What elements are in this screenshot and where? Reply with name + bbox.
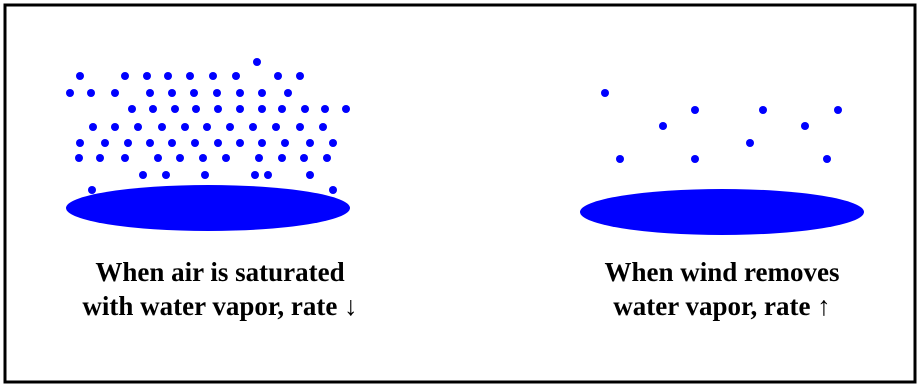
vapor-dot: [199, 154, 207, 162]
vapor-dot: [329, 186, 337, 194]
vapor-dot: [214, 139, 222, 147]
vapor-dot: [691, 106, 699, 114]
vapor-dot: [329, 139, 337, 147]
vapor-dot: [209, 72, 217, 80]
caption-line: with water vapor, rate ↓: [82, 291, 357, 321]
vapor-dot: [801, 122, 809, 130]
vapor-dot: [296, 123, 304, 131]
vapor-dot: [746, 139, 754, 147]
vapor-dot: [213, 89, 221, 97]
water-pool: [66, 185, 350, 231]
vapor-dot: [296, 72, 304, 80]
vapor-dot: [146, 89, 154, 97]
vapor-dot: [111, 89, 119, 97]
vapor-dot: [236, 89, 244, 97]
vapor-dot: [201, 171, 209, 179]
vapor-dot: [306, 171, 314, 179]
vapor-dot: [274, 72, 282, 80]
vapor-dot: [759, 106, 767, 114]
vapor-dot: [154, 154, 162, 162]
vapor-dot: [323, 154, 331, 162]
vapor-dot: [89, 123, 97, 131]
vapor-dot: [76, 139, 84, 147]
caption-line: When air is saturated: [95, 257, 344, 287]
vapor-dot: [143, 72, 151, 80]
vapor-dot: [121, 154, 129, 162]
vapor-dot: [236, 139, 244, 147]
vapor-dot: [834, 106, 842, 114]
vapor-dot: [128, 105, 136, 113]
vapor-dot: [278, 105, 286, 113]
vapor-dot: [162, 171, 170, 179]
vapor-dot: [139, 171, 147, 179]
diagram: When air is saturated with water vapor, …: [0, 0, 920, 387]
vapor-dot: [124, 139, 132, 147]
vapor-dot: [601, 89, 609, 97]
vapor-dot: [258, 105, 266, 113]
vapor-dot: [121, 72, 129, 80]
caption-line: When wind removes: [604, 257, 839, 287]
vapor-dot: [75, 154, 83, 162]
water-pool: [580, 189, 864, 235]
vapor-dot: [319, 123, 327, 131]
vapor-dot: [281, 139, 289, 147]
vapor-dot: [272, 123, 280, 131]
vapor-dot: [186, 72, 194, 80]
vapor-dot: [111, 123, 119, 131]
vapor-dot: [258, 139, 266, 147]
vapor-dot: [342, 105, 350, 113]
vapor-dot: [226, 123, 234, 131]
vapor-dot: [88, 186, 96, 194]
vapor-dot: [164, 72, 172, 80]
vapor-dot: [158, 123, 166, 131]
vapor-dot: [249, 123, 257, 131]
vapor-dot: [176, 154, 184, 162]
vapor-dot: [191, 139, 199, 147]
vapor-dot: [222, 154, 230, 162]
caption-line: water vapor, rate ↑: [613, 291, 830, 321]
vapor-dot: [616, 155, 624, 163]
vapor-dot: [321, 105, 329, 113]
vapor-dot: [192, 105, 200, 113]
vapor-dot: [76, 72, 84, 80]
vapor-dot: [258, 89, 266, 97]
vapor-dot: [214, 105, 222, 113]
vapor-dot: [181, 123, 189, 131]
vapor-dot: [251, 171, 259, 179]
vapor-dot: [659, 122, 667, 130]
vapor-dot: [101, 139, 109, 147]
vapor-dot: [66, 89, 74, 97]
vapor-dot: [146, 139, 154, 147]
vapor-dot: [96, 154, 104, 162]
vapor-dot: [253, 58, 261, 66]
vapor-dot: [203, 123, 211, 131]
vapor-dot: [823, 155, 831, 163]
vapor-dot: [300, 154, 308, 162]
vapor-dot: [306, 139, 314, 147]
vapor-dot: [168, 139, 176, 147]
vapor-dot: [134, 123, 142, 131]
vapor-dot: [232, 72, 240, 80]
vapor-dot: [149, 105, 157, 113]
vapor-dot: [255, 154, 263, 162]
vapor-dot: [168, 89, 176, 97]
vapor-dot: [87, 89, 95, 97]
vapor-dot: [278, 154, 286, 162]
vapor-dot: [236, 105, 244, 113]
vapor-dot: [691, 155, 699, 163]
vapor-dot: [284, 89, 292, 97]
vapor-dot: [264, 171, 272, 179]
vapor-dot: [301, 105, 309, 113]
vapor-dot: [171, 105, 179, 113]
vapor-dot: [190, 89, 198, 97]
